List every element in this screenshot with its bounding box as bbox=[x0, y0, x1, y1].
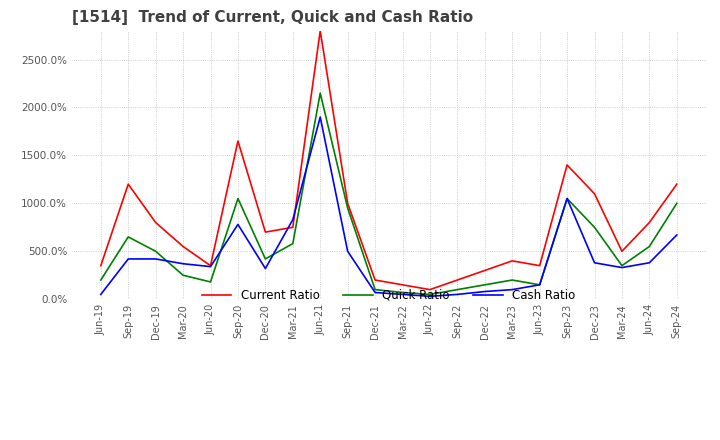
Cash Ratio bbox=[645, 260, 654, 265]
Cash Ratio bbox=[398, 292, 407, 297]
Legend: Current Ratio, Quick Ratio, Cash Ratio: Current Ratio, Quick Ratio, Cash Ratio bbox=[197, 284, 580, 307]
Quick Ratio bbox=[151, 249, 160, 254]
Current Ratio bbox=[124, 182, 132, 187]
Line: Quick Ratio: Quick Ratio bbox=[101, 93, 677, 294]
Quick Ratio bbox=[426, 292, 434, 297]
Current Ratio bbox=[672, 182, 681, 187]
Current Ratio bbox=[618, 249, 626, 254]
Current Ratio bbox=[426, 287, 434, 292]
Current Ratio bbox=[261, 230, 270, 235]
Cash Ratio bbox=[261, 266, 270, 271]
Current Ratio bbox=[206, 263, 215, 268]
Cash Ratio bbox=[179, 261, 187, 266]
Cash Ratio bbox=[206, 264, 215, 269]
Cash Ratio bbox=[233, 222, 242, 227]
Quick Ratio bbox=[672, 201, 681, 206]
Current Ratio bbox=[480, 268, 489, 273]
Current Ratio bbox=[343, 201, 352, 206]
Cash Ratio bbox=[480, 289, 489, 294]
Cash Ratio bbox=[151, 256, 160, 261]
Current Ratio bbox=[96, 263, 105, 268]
Quick Ratio bbox=[261, 256, 270, 261]
Quick Ratio bbox=[590, 225, 599, 230]
Text: [1514]  Trend of Current, Quick and Cash Ratio: [1514] Trend of Current, Quick and Cash … bbox=[72, 11, 473, 26]
Cash Ratio bbox=[453, 292, 462, 297]
Cash Ratio bbox=[672, 232, 681, 238]
Current Ratio bbox=[179, 244, 187, 249]
Current Ratio bbox=[508, 258, 516, 264]
Current Ratio bbox=[645, 220, 654, 225]
Quick Ratio bbox=[179, 273, 187, 278]
Cash Ratio bbox=[618, 265, 626, 270]
Current Ratio bbox=[563, 162, 572, 168]
Quick Ratio bbox=[618, 263, 626, 268]
Quick Ratio bbox=[124, 234, 132, 239]
Line: Cash Ratio: Cash Ratio bbox=[101, 117, 677, 296]
Current Ratio bbox=[371, 277, 379, 282]
Current Ratio bbox=[453, 277, 462, 282]
Quick Ratio bbox=[343, 205, 352, 211]
Quick Ratio bbox=[96, 277, 105, 282]
Cash Ratio bbox=[508, 287, 516, 292]
Cash Ratio bbox=[289, 217, 297, 222]
Cash Ratio bbox=[96, 292, 105, 297]
Quick Ratio bbox=[645, 244, 654, 249]
Line: Current Ratio: Current Ratio bbox=[101, 31, 677, 290]
Quick Ratio bbox=[453, 287, 462, 292]
Cash Ratio bbox=[371, 290, 379, 295]
Cash Ratio bbox=[590, 260, 599, 265]
Cash Ratio bbox=[316, 114, 325, 120]
Cash Ratio bbox=[343, 249, 352, 254]
Current Ratio bbox=[233, 139, 242, 144]
Current Ratio bbox=[590, 191, 599, 196]
Current Ratio bbox=[289, 225, 297, 230]
Current Ratio bbox=[398, 282, 407, 287]
Current Ratio bbox=[151, 220, 160, 225]
Cash Ratio bbox=[536, 282, 544, 287]
Cash Ratio bbox=[124, 256, 132, 261]
Cash Ratio bbox=[563, 196, 572, 201]
Quick Ratio bbox=[563, 196, 572, 201]
Quick Ratio bbox=[233, 196, 242, 201]
Quick Ratio bbox=[398, 290, 407, 295]
Cash Ratio bbox=[426, 293, 434, 299]
Quick Ratio bbox=[371, 287, 379, 292]
Current Ratio bbox=[316, 28, 325, 33]
Quick Ratio bbox=[289, 241, 297, 246]
Quick Ratio bbox=[480, 282, 489, 287]
Quick Ratio bbox=[316, 91, 325, 96]
Quick Ratio bbox=[206, 279, 215, 285]
Quick Ratio bbox=[508, 277, 516, 282]
Quick Ratio bbox=[536, 282, 544, 287]
Current Ratio bbox=[536, 263, 544, 268]
